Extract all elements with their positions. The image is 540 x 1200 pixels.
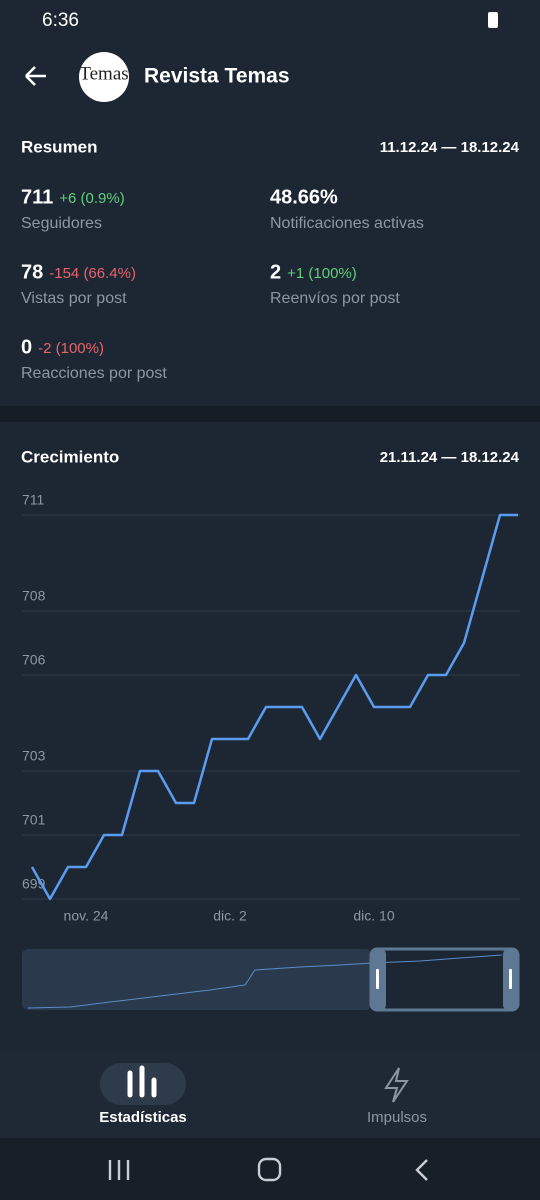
nav-tab[interactable]: Estadísticas [99, 1109, 187, 1126]
stat-label: Notificaciones activas [270, 215, 424, 232]
y-tick-label: 701 [22, 812, 46, 828]
bottom-nav [0, 1052, 540, 1138]
y-tick-label: 708 [22, 588, 46, 604]
summary-range: 11.12.24 — 18.12.24 [380, 139, 520, 156]
nav-tab[interactable]: Impulsos [367, 1109, 427, 1126]
stat-value: 0 [21, 336, 32, 358]
back-nav-button[interactable] [415, 1159, 428, 1181]
boost-icon [384, 1067, 409, 1103]
channel-logo [79, 52, 129, 102]
x-tick-label: nov. 24 [64, 908, 109, 924]
stats-icon [127, 1065, 157, 1098]
stat-change: +6 (0.9%) [59, 190, 124, 207]
navigator-line [27, 954, 503, 1009]
status-time: 6:36 [42, 10, 79, 31]
stat-change: -154 (66.4%) [49, 265, 136, 282]
handle-grip [509, 969, 512, 989]
stat-change: +1 (100%) [287, 265, 357, 282]
stat-value: 78 [21, 261, 43, 283]
stat-label: Reacciones por post [21, 365, 167, 382]
stat-label: Seguidores [21, 215, 102, 232]
recents-button[interactable] [108, 1160, 130, 1180]
stat-value: 711 [21, 186, 53, 208]
stat-label: Reenvíos por post [270, 290, 400, 307]
channel-title: Revista Temas [144, 65, 290, 88]
stat-value: 2 [270, 261, 281, 283]
home-button[interactable] [257, 1157, 282, 1182]
y-tick-label: 706 [22, 652, 46, 668]
system-nav [0, 1138, 540, 1200]
chart-title: Crecimiento [21, 447, 119, 466]
back-button[interactable] [25, 66, 46, 86]
stat-change: -2 (100%) [38, 340, 104, 357]
line-series [30, 513, 518, 901]
separator [0, 406, 540, 422]
battery-icon [488, 12, 498, 28]
logo-text: Temas [79, 63, 128, 84]
stat-value: 48.66% [270, 186, 338, 208]
x-tick-label: dic. 10 [353, 908, 394, 924]
x-tick-label: dic. 2 [213, 908, 247, 924]
navigator-window[interactable] [369, 947, 520, 1012]
y-tick-label: 703 [22, 748, 46, 764]
chart-range: 21.11.24 — 18.12.24 [380, 449, 520, 466]
y-tick-label: 711 [22, 492, 45, 508]
handle-grip [376, 969, 379, 989]
navigator-track [22, 949, 372, 1010]
summary-title: Resumen [21, 137, 98, 156]
stat-label: Vistas por post [21, 290, 127, 307]
